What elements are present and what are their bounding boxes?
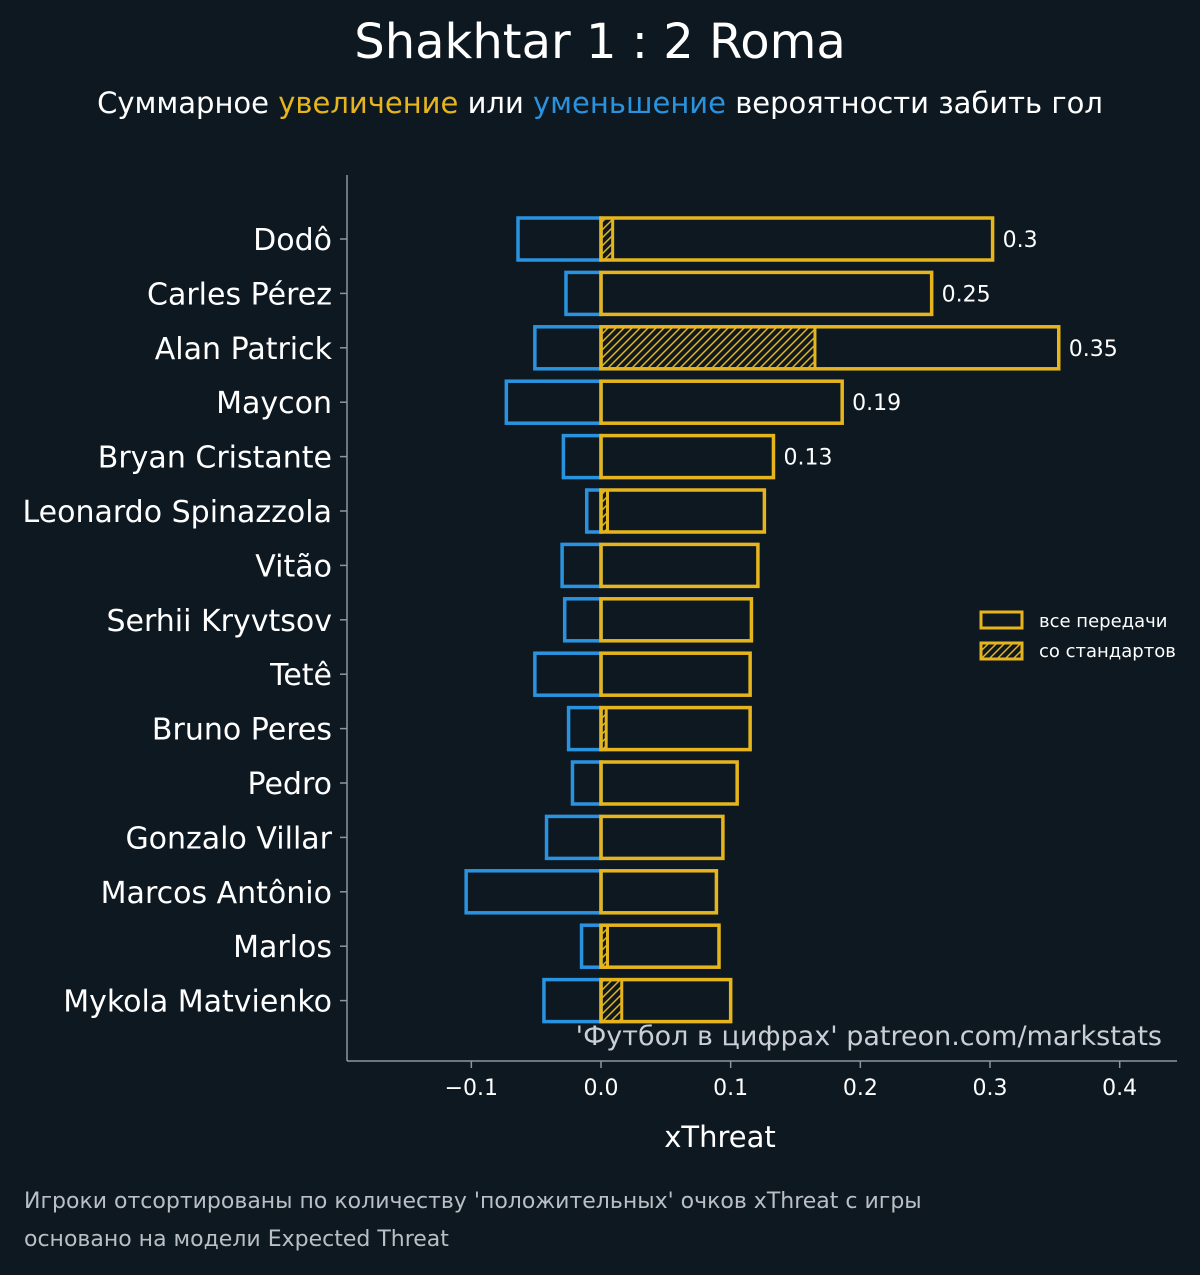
positive-bar <box>599 923 721 969</box>
bar-value-label: 0.13 <box>783 446 832 471</box>
set-piece-bar <box>599 978 624 1024</box>
y-tick-label: Tetê <box>269 658 332 693</box>
positive-bar <box>599 325 1061 371</box>
negative-bar <box>562 597 603 643</box>
x-axis-label: xThreat <box>664 1120 776 1154</box>
negative-bar <box>542 977 603 1024</box>
negative-bar <box>560 542 603 589</box>
negative-bar <box>464 869 603 915</box>
y-tick-label: Vitão <box>255 549 332 584</box>
negative-bar <box>504 379 603 425</box>
chart-title: Shakhtar 1 : 2 Roma <box>354 14 846 70</box>
bar-value-label: 0.3 <box>1003 228 1038 253</box>
legend-swatch-all-passes <box>979 610 1024 630</box>
positive-bar <box>599 705 752 752</box>
negative-bar <box>533 325 603 371</box>
y-tick-label: Leonardo Spinazzola <box>22 495 332 530</box>
watermark: 'Футбол в цифрах' patreon.com/markstats <box>576 1021 1162 1052</box>
x-tick-label: 0.4 <box>1102 1076 1137 1101</box>
y-tick-label: Mykola Matvienko <box>63 985 332 1020</box>
positive-bar <box>599 433 776 480</box>
set-piece-bar <box>599 325 817 371</box>
negative-bar <box>584 488 603 534</box>
y-tick-label: Bruno Peres <box>152 713 332 748</box>
positive-bar <box>599 597 754 643</box>
negative-bar <box>533 651 603 697</box>
positive-bar <box>599 814 725 861</box>
negative-bar <box>544 814 603 861</box>
legend-swatch-set-pieces <box>979 641 1024 661</box>
subtitle-prefix: Суммарное <box>97 86 270 120</box>
x-tick-label: 0.1 <box>713 1076 748 1101</box>
negative-bar <box>561 433 603 480</box>
x-tick-label: 0.0 <box>584 1076 619 1101</box>
y-tick-label: Gonzalo Villar <box>125 821 332 856</box>
y-tick-label: Pedro <box>247 767 332 802</box>
positive-bar <box>599 270 934 317</box>
positive-bar <box>599 869 719 915</box>
negative-bar <box>570 760 603 806</box>
footnote-line-2: основано на модели Expected Threat <box>24 1227 449 1252</box>
y-tick-label: Maycon <box>216 386 332 421</box>
positive-bar <box>599 379 844 425</box>
subtitle-increase: увеличение <box>278 86 459 120</box>
positive-bar <box>599 651 752 697</box>
negative-bar <box>566 705 603 752</box>
negative-bar <box>564 270 603 317</box>
y-tick-label: Marcos Antônio <box>101 876 332 911</box>
y-tick-label: Serhii Kryvtsov <box>106 604 332 639</box>
y-tick-label: Bryan Cristante <box>98 441 332 476</box>
positive-bar <box>599 977 733 1024</box>
positive-bar <box>599 760 739 806</box>
subtitle-suffix: вероятности забить гол <box>735 86 1103 120</box>
x-tick-label: −0.1 <box>445 1076 498 1101</box>
y-tick-label: Dodô <box>253 223 332 258</box>
positive-bar <box>599 216 995 262</box>
legend-label-set-pieces: со стандартов <box>1039 641 1176 662</box>
y-tick-label: Carles Pérez <box>147 277 332 312</box>
positive-bar <box>599 542 760 589</box>
legend: все передачи со стандартов <box>979 610 1176 662</box>
negative-bar <box>579 923 603 969</box>
subtitle-or: или <box>467 86 524 120</box>
footnote: Игроки отсортированы по количеству 'поло… <box>24 1183 922 1259</box>
subtitle-decrease: уменьшение <box>533 86 726 120</box>
x-tick-label: 0.2 <box>843 1076 878 1101</box>
set-piece-bar <box>599 216 615 262</box>
negative-bar <box>516 216 603 262</box>
legend-label-all-passes: все передачи <box>1039 611 1167 632</box>
x-tick-label: 0.3 <box>973 1076 1008 1101</box>
chart-subtitle: Суммарное увеличение или уменьшение веро… <box>0 86 1200 120</box>
y-tick-label: Marlos <box>233 930 332 965</box>
bar-value-label: 0.19 <box>852 391 901 416</box>
bar-value-label: 0.35 <box>1069 337 1118 362</box>
bar-value-label: 0.25 <box>942 282 991 307</box>
footnote-line-1: Игроки отсортированы по количеству 'поло… <box>24 1189 922 1214</box>
y-tick-label: Alan Patrick <box>155 332 333 367</box>
positive-bar <box>599 488 767 534</box>
